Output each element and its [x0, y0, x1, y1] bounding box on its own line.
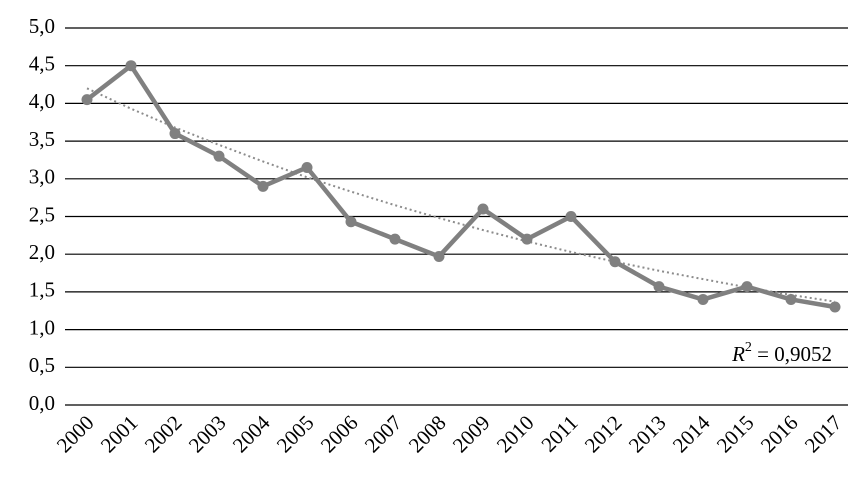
x-tick-label: 2007 — [360, 411, 407, 458]
x-tick-label: 2000 — [52, 411, 99, 458]
data-point — [301, 161, 313, 173]
data-point — [389, 233, 401, 245]
x-tick-label: 2017 — [800, 411, 847, 458]
data-point — [477, 203, 489, 215]
x-tick-label: 2005 — [272, 411, 319, 458]
data-point — [653, 281, 665, 293]
y-tick-label: 1,5 — [29, 278, 55, 302]
y-tick-label: 2,0 — [29, 240, 55, 264]
x-tick-label: 2004 — [228, 410, 275, 457]
x-tick-label: 2009 — [448, 411, 495, 458]
y-tick-label: 0,0 — [29, 391, 55, 415]
x-tick-label: 2008 — [404, 411, 451, 458]
x-tick-label: 2011 — [536, 411, 582, 457]
x-tick-label: 2001 — [96, 411, 143, 458]
data-point — [609, 256, 621, 268]
annotation: R2 = 0,9052 — [731, 340, 832, 366]
data-point — [213, 150, 225, 162]
y-tick-label: 3,5 — [29, 127, 55, 151]
y-tick-label: 3,0 — [29, 165, 55, 189]
x-tick-label: 2012 — [580, 411, 627, 458]
r-value: = 0,9052 — [752, 342, 832, 366]
data-point — [697, 293, 709, 305]
y-tick-label: 1,0 — [29, 315, 55, 339]
data-point — [257, 180, 269, 192]
data-point — [345, 216, 357, 228]
y-tick-label: 0,5 — [29, 353, 55, 377]
x-tick-label: 2016 — [756, 411, 803, 458]
data-point — [125, 60, 137, 72]
y-tick-label: 2,5 — [29, 202, 55, 226]
x-tick-label: 2002 — [140, 411, 187, 458]
r-power: 2 — [745, 340, 752, 355]
series-line — [85, 63, 836, 310]
y-tick-label: 4,0 — [29, 89, 55, 113]
data-point — [741, 281, 753, 293]
trendline — [86, 87, 836, 303]
data-point — [169, 128, 181, 140]
data-point — [785, 293, 797, 305]
y-tick-label: 4,5 — [29, 52, 55, 76]
x-tick-label: 2013 — [624, 411, 671, 458]
data-point — [433, 250, 445, 262]
x-tick-label: 2010 — [492, 411, 539, 458]
data-point — [829, 301, 841, 313]
y-tick-label: 5,0 — [29, 14, 55, 38]
data-point — [565, 211, 577, 222]
data-point — [521, 233, 533, 245]
data-point — [81, 94, 93, 106]
x-tick-label: 2014 — [668, 410, 715, 457]
x-tick-label: 2003 — [184, 411, 231, 458]
r-symbol: R — [731, 342, 745, 366]
x-tick-label: 2015 — [712, 411, 759, 458]
x-tick-label: 2006 — [316, 411, 363, 458]
